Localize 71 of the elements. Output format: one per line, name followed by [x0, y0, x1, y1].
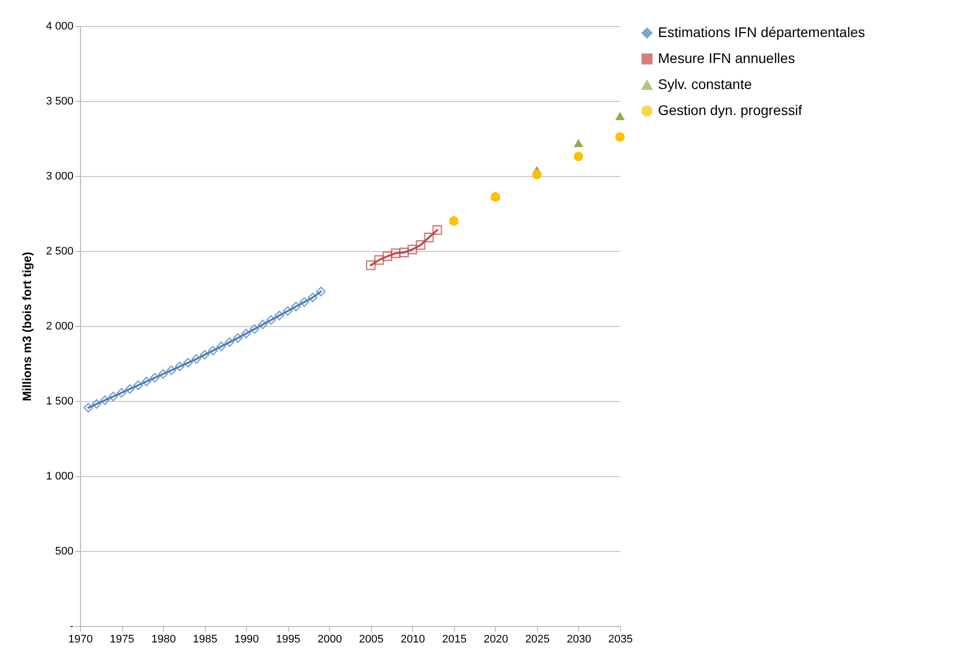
point	[291, 302, 301, 312]
x-tick-label: 1985	[192, 634, 218, 646]
x-tick-label: 1970	[68, 634, 93, 646]
y-tick-label: 2 000	[46, 320, 74, 332]
y-tick-label: 500	[55, 546, 74, 558]
point	[174, 362, 185, 372]
point	[574, 138, 584, 148]
point	[258, 320, 268, 330]
point	[166, 365, 176, 376]
x-tick-label: 1995	[276, 634, 300, 646]
legend-label: Gestion dyn. progressif	[658, 102, 802, 118]
point	[133, 380, 143, 390]
x-tick-label: 2005	[359, 634, 384, 646]
x-tick-label: 1990	[234, 634, 259, 646]
point	[299, 297, 310, 307]
point	[116, 388, 126, 398]
point	[574, 152, 584, 162]
point	[366, 260, 376, 270]
point	[615, 112, 625, 120]
y-tick-label: 2 500	[46, 246, 74, 258]
y-tick-label: 3 000	[46, 170, 74, 182]
point	[158, 369, 168, 379]
x-tick-label: 2000	[317, 634, 342, 646]
legend-label: Mesure IFN annuelles	[658, 50, 795, 66]
x-tick-label: 2025	[525, 634, 550, 646]
point	[208, 346, 218, 356]
point	[390, 248, 401, 258]
x-tick-label: 2035	[608, 634, 633, 646]
x-tick-label: 1975	[110, 634, 134, 646]
point	[374, 255, 384, 265]
point	[233, 333, 243, 343]
y-tick-label: 1 500	[46, 396, 74, 408]
point	[183, 358, 193, 368]
point	[125, 384, 135, 394]
x-tick-label: 2010	[400, 634, 426, 646]
y-tick-label: 3 500	[46, 96, 74, 108]
point	[532, 170, 542, 180]
point	[416, 240, 426, 250]
point	[407, 244, 418, 254]
point	[316, 286, 326, 296]
point	[424, 232, 434, 242]
point	[216, 342, 226, 352]
x-tick-label: 2030	[566, 634, 592, 646]
point	[282, 306, 293, 316]
y-tick-label: 4 000	[46, 20, 74, 32]
point	[432, 225, 442, 235]
y-axis-title: Millions m3 (bois fort tige)	[20, 252, 34, 402]
x-tick-label: 2015	[442, 634, 467, 646]
point	[100, 395, 110, 406]
point	[308, 292, 318, 302]
point	[200, 350, 210, 360]
x-tick-label: 2020	[484, 634, 508, 646]
y-tick-label: -	[70, 620, 74, 632]
point	[266, 315, 276, 325]
point	[150, 372, 160, 383]
point	[382, 251, 392, 262]
point	[399, 248, 409, 258]
legend-label: Estimations IFN départementales	[658, 24, 865, 40]
x-tick-label: 1980	[151, 634, 176, 646]
point	[615, 132, 625, 142]
point	[92, 399, 102, 409]
legend-label: Sylv. constante	[658, 76, 752, 92]
point	[83, 402, 94, 413]
point	[224, 337, 234, 348]
point	[142, 376, 152, 386]
point	[241, 328, 251, 338]
point	[274, 310, 284, 320]
point	[250, 324, 260, 334]
point	[108, 392, 118, 402]
point	[191, 354, 202, 364]
y-tick-label: 1 000	[46, 470, 74, 482]
